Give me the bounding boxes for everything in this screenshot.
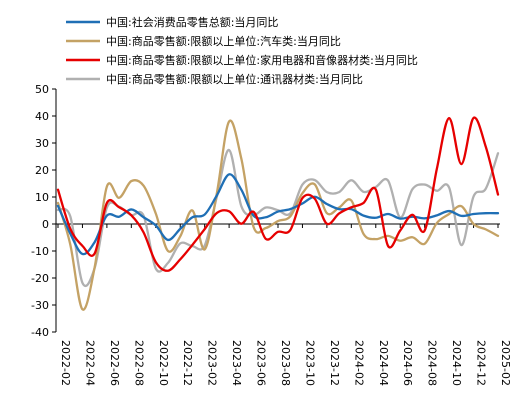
series-line-2 xyxy=(56,119,500,311)
x-tick-label: 2024-04 xyxy=(377,340,390,386)
y-tick-label: -20 xyxy=(31,272,49,285)
legend-label-1: 中国:社会消费品零售总额:当月同比 xyxy=(106,15,278,29)
y-tick-label: 40 xyxy=(35,110,49,123)
x-tick-label: 2024-10 xyxy=(450,340,463,386)
plot-area xyxy=(56,116,500,311)
legend-label-2: 中国:商品零售额:限额以上单位:汽车类:当月同比 xyxy=(106,34,341,48)
x-tick-label: 2023-08 xyxy=(279,340,292,386)
x-tick-label: 2024-12 xyxy=(475,340,488,386)
x-tick-label: 2022-10 xyxy=(157,340,170,386)
y-tick-label: 0 xyxy=(42,218,49,231)
x-tick-label: 2022-12 xyxy=(181,340,194,386)
y-tick-label: 20 xyxy=(35,164,49,177)
y-tick-label: -40 xyxy=(31,326,49,339)
x-tick-label: 2022-04 xyxy=(83,340,96,386)
x-tick-label: 2022-02 xyxy=(59,340,72,386)
x-tick-label: 2023-02 xyxy=(206,340,219,386)
x-tick-label: 2025-02 xyxy=(499,340,512,386)
x-tick-label: 2024-06 xyxy=(401,340,414,386)
legend: 中国:社会消费品零售总额:当月同比中国:商品零售额:限额以上单位:汽车类:当月同… xyxy=(66,15,418,86)
y-tick-label: -30 xyxy=(31,299,49,312)
x-tick-label: 2023-10 xyxy=(303,340,316,386)
y-axis: -40 -30 -20 -10 0 10 20 30 40 50 xyxy=(31,83,57,339)
x-tick-label: 2023-04 xyxy=(230,340,243,386)
x-axis: 2022-02 2022-04 2022-06 2022-08 2022-10 2022-… xyxy=(56,223,512,386)
legend-label-3: 中国:商品零售额:限额以上单位:家用电器和音像器材类:当月同比 xyxy=(106,53,418,67)
x-tick-label: 2022-06 xyxy=(108,340,121,386)
x-tick-label: 2024-02 xyxy=(352,340,365,386)
series-line-1 xyxy=(56,173,500,256)
y-tick-label: 30 xyxy=(35,137,49,150)
x-tick-label: 2023-06 xyxy=(255,340,268,386)
legend-label-4: 中国:商品零售额:限额以上单位:通讯器材类:当月同比 xyxy=(106,72,363,86)
y-tick-label: 10 xyxy=(35,191,49,204)
x-tick-label: 2023-12 xyxy=(328,340,341,386)
series-line-3 xyxy=(56,116,500,272)
y-tick-label: -10 xyxy=(31,245,49,258)
y-tick-label: 50 xyxy=(35,83,49,96)
x-tick-label: 2022-08 xyxy=(132,340,145,386)
x-tick-label: 2024-08 xyxy=(426,340,439,386)
